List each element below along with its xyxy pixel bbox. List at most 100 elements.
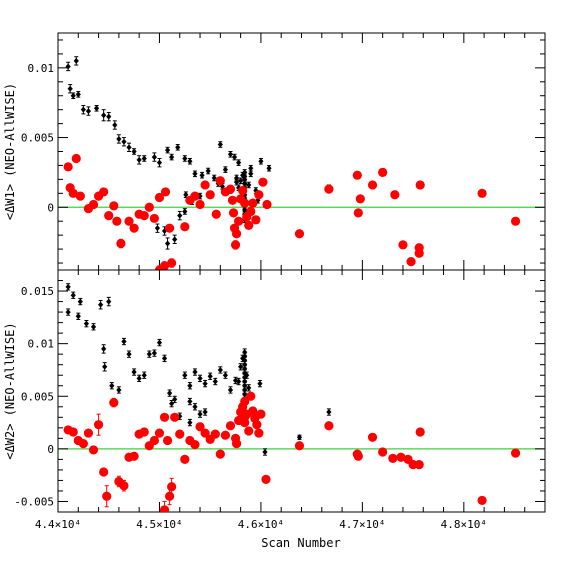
data-point-black (246, 384, 252, 391)
data-point-black (169, 400, 175, 407)
y-tick-label: -0.005 (14, 495, 54, 508)
data-point-red (119, 481, 129, 491)
data-point-red (367, 432, 378, 442)
data-point-red (71, 153, 81, 164)
x-tick-label: 4.5×10⁴ (136, 518, 182, 531)
data-point-red (99, 467, 109, 477)
data-point-red (159, 261, 170, 270)
data-point-black (258, 158, 264, 165)
x-tick-label: 4.8×10⁴ (441, 518, 487, 531)
data-point-black (65, 309, 71, 316)
data-point-red (205, 190, 215, 200)
data-point-black (235, 378, 242, 385)
data-point-red (510, 216, 521, 226)
data-point-red (180, 222, 190, 232)
y-tick-label: 0 (47, 443, 54, 456)
data-point-black (182, 372, 188, 379)
data-point-black (112, 122, 118, 129)
data-point-red (238, 185, 248, 196)
data-point-red (378, 167, 388, 178)
data-point-red (129, 223, 139, 233)
data-point-red (251, 215, 261, 225)
data-point-red (149, 213, 159, 224)
data-point-black (156, 339, 163, 346)
data-point-red (190, 191, 200, 201)
data-point-red (227, 195, 238, 205)
data-layer (63, 56, 521, 270)
data-point-red (240, 396, 250, 407)
y-tick-label: 0.01 (28, 338, 55, 351)
data-point-black (202, 409, 208, 416)
data-point-red (352, 170, 362, 180)
data-point-black (164, 147, 171, 154)
data-point-red (124, 216, 134, 226)
data-point-red (75, 191, 85, 201)
data-point-red (215, 176, 225, 186)
data-point-black (235, 159, 242, 166)
data-point-red (63, 162, 73, 172)
data-point-black (98, 301, 104, 308)
data-point-red (225, 184, 236, 194)
data-point-black (80, 106, 86, 113)
data-point-red (211, 209, 221, 219)
data-point-red (324, 184, 334, 194)
data-point-black (169, 154, 175, 161)
data-point-black (183, 191, 189, 198)
x-tick-label: 4.6×10⁴ (238, 518, 284, 531)
data-point-red (367, 180, 378, 190)
data-point-black (240, 172, 246, 179)
data-point-black (116, 135, 122, 142)
data-point-black (257, 380, 263, 387)
data-point-red (139, 211, 149, 221)
plot-frame (57, 269, 546, 513)
data-point-black (70, 292, 76, 299)
data-point-black (227, 151, 234, 158)
data-point-black (212, 378, 218, 385)
data-point-black (102, 363, 108, 370)
data-point-black (151, 154, 157, 161)
data-point-red (175, 429, 185, 439)
data-point-black (146, 351, 152, 358)
data-point-black (126, 144, 132, 151)
data-point-black (248, 170, 254, 177)
data-point-black (222, 372, 229, 379)
y-tick-label: 0.005 (21, 132, 54, 145)
data-point-black (161, 355, 168, 362)
data-point-red (390, 190, 400, 200)
data-point-red (200, 428, 210, 438)
data-point-black (246, 181, 252, 188)
data-point-black (192, 369, 198, 376)
y-tick-label: 0.005 (21, 390, 54, 403)
data-point-red (258, 177, 268, 187)
data-point-red (88, 199, 99, 210)
data-point-black (262, 449, 268, 456)
data-point-red (170, 412, 180, 422)
data-point-red (165, 491, 175, 501)
data-point-red (378, 447, 388, 457)
data-point-black (136, 375, 142, 382)
data-point-red (195, 199, 205, 210)
data-point-black (121, 338, 127, 345)
data-point-red (244, 426, 254, 436)
x-tick-label: 4.7×10⁴ (339, 518, 385, 531)
data-point-red (93, 420, 104, 430)
data-point-black (205, 168, 211, 175)
data-point-red (104, 211, 114, 221)
data-point-red (254, 428, 264, 438)
data-point-red (248, 198, 258, 208)
data-point-black (202, 380, 208, 387)
data-point-black (266, 165, 272, 172)
data-point-black (238, 177, 244, 184)
data-point-black (326, 409, 332, 416)
data-point-red (398, 240, 408, 250)
data-point-black (296, 434, 303, 441)
data-point-red (154, 428, 165, 438)
y-tick-label: 0.01 (28, 62, 55, 75)
data-point-red (220, 430, 231, 440)
data-point-red (355, 194, 365, 204)
data-point-red (78, 439, 88, 449)
data-point-black (211, 174, 217, 181)
data-point-red (160, 187, 171, 197)
data-point-red (353, 451, 363, 461)
data-point-red (254, 190, 264, 200)
